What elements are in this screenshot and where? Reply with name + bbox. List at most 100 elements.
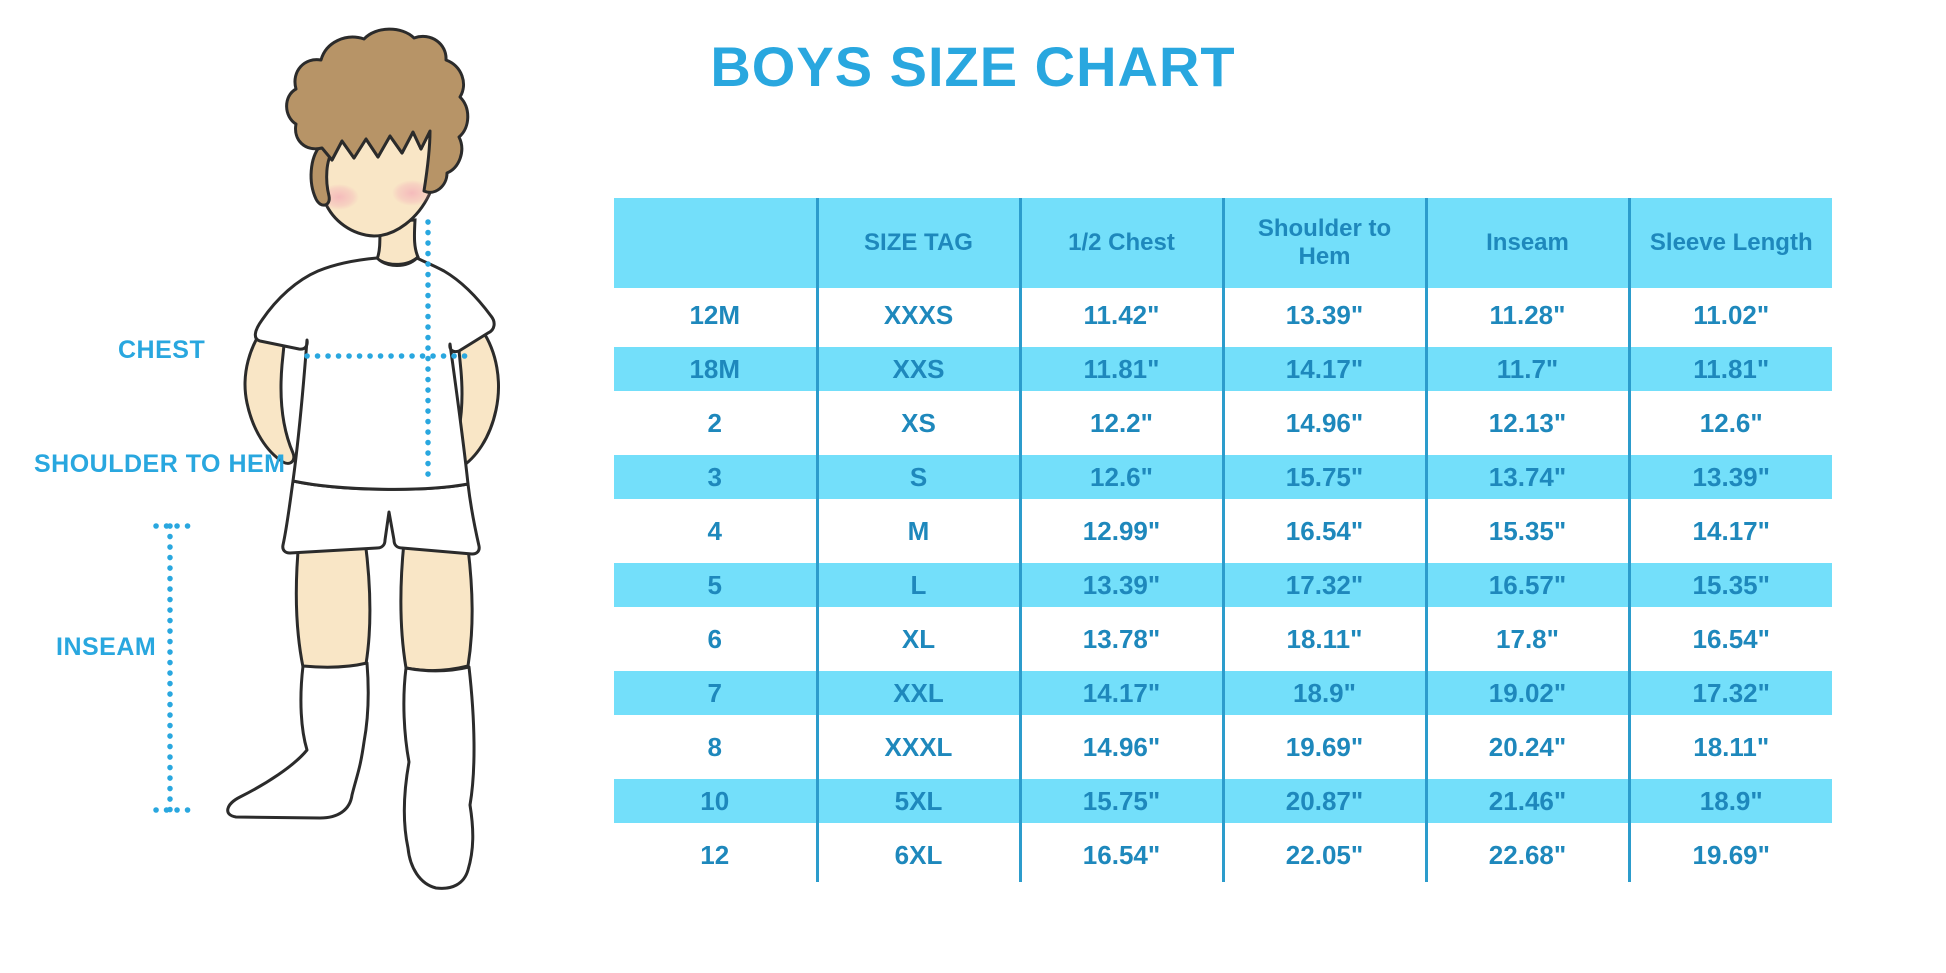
socks [226,661,476,890]
size-row: 12M XXXS 11.42" 13.39" 11.28" 11.02" [614,288,1832,342]
size-cell: 11.7" [1424,342,1629,396]
size-cell: 14.17" [1018,666,1223,720]
size-cell: 18.9" [1221,666,1426,720]
hair [285,27,470,207]
shorts [281,479,481,556]
size-cell: 12.2" [1018,396,1223,450]
size-cell: 3 [614,450,817,504]
size-cell: 22.68" [1424,828,1629,882]
size-cell: M [815,504,1020,558]
column-header: SIZE TAG [815,198,1020,288]
size-row: 5 L 13.39" 17.32" 16.57" 15.35" [614,558,1832,612]
size-cell: 11.42" [1018,288,1223,342]
size-row: 10 5XL 15.75" 20.87" 21.46" 18.9" [614,774,1832,828]
column-header [614,198,817,288]
size-cell: 7 [614,666,817,720]
column-header: Sleeve Length [1627,198,1832,288]
size-row: 3 S 12.6" 15.75" 13.74" 13.39" [614,450,1832,504]
size-cell: 13.74" [1424,450,1629,504]
measurement-guides [153,219,470,813]
size-cell: 17.32" [1221,558,1426,612]
size-cell: 12 [700,839,730,870]
size-cell: S [815,450,1020,504]
size-cell: 12M [689,299,741,330]
size-cell: 15.35" [1627,558,1832,612]
shoulder-to-hem-measurement-label: SHOULDER TO HEM [34,450,286,478]
size-cell: 8 [707,731,722,762]
size-cell: 5 [614,558,817,612]
size-cell: 15.75" [1221,450,1426,504]
size-cell: 11.81" [1627,342,1832,396]
size-cell: 12.6" [1018,450,1223,504]
size-cell: 10 [614,774,817,828]
size-row: 8 XXXL 14.96" 19.69" 20.24" 18.11" [614,720,1832,774]
size-cell: XXS [815,342,1020,396]
page-title: BOYS SIZE CHART [710,35,1236,98]
size-cell: 4 [707,515,722,546]
size-cell: 13.39" [1018,558,1223,612]
size-row: 2 XS 12.2" 14.96" 12.13" 12.6" [614,396,1832,450]
size-cell: 12.99" [1018,504,1223,558]
size-row: 6 XL 13.78" 18.11" 17.8" 16.54" [614,612,1832,666]
size-cell: 20.24" [1424,720,1629,774]
size-cell: XXXS [815,288,1020,342]
size-cell: 17.8" [1424,612,1629,666]
size-cell: 19.69" [1221,720,1426,774]
boy-figure-illustration [153,27,500,890]
size-cell: 14.17" [1221,342,1426,396]
size-cell: 16.57" [1424,558,1629,612]
column-header: Shoulder to Hem [1221,198,1426,288]
blush-right-cheek [392,180,432,206]
legs [294,538,474,672]
size-cell: 6XL [815,828,1020,882]
size-cell: 22.05" [1221,828,1426,882]
size-cell: XS [815,396,1020,450]
size-cell: 13.39" [1627,450,1832,504]
size-cell: 15.75" [1018,774,1223,828]
shirt [253,256,496,491]
size-chart-table: SIZE TAG 1/2 Chest Shoulder to Hem Inseam Sl… [614,198,1832,882]
size-cell: 11.02" [1627,288,1832,342]
size-cell: 18.11" [1221,612,1426,666]
size-row: 7 XXL 14.17" 18.9" 19.02" 17.32" [614,666,1832,720]
size-cell: XL [815,612,1020,666]
size-cell: 13.78" [1018,612,1223,666]
size-cell: 15.35" [1424,504,1629,558]
size-cell: 12.13" [1424,396,1629,450]
size-cell: XXL [815,666,1020,720]
size-row: 4 M 12.99" 16.54" 15.35" 14.17" [614,504,1832,558]
inseam-measurement-label: INSEAM [56,633,157,661]
size-cell: 18.9" [1627,774,1832,828]
size-cell: 11.28" [1424,288,1629,342]
size-cell: 20.87" [1221,774,1426,828]
size-cell: 6 [707,623,722,654]
size-cell: 17.32" [1627,666,1832,720]
table-header: SIZE TAG 1/2 Chest Shoulder to Hem Inseam Sl… [614,198,1832,288]
size-cell: 14.96" [1018,720,1223,774]
chest-measurement-label: CHEST [118,336,206,364]
size-cell: 16.54" [1627,612,1832,666]
table-body: 12M XXXS 11.42" 13.39" 11.28" 11.02" 18M XXS 11.… [614,288,1832,882]
size-cell: 19.69" [1627,828,1832,882]
size-cell: 11.81" [1018,342,1223,396]
size-cell: 16.54" [1221,504,1426,558]
size-cell: XXXL [815,720,1020,774]
size-cell: 16.54" [1018,828,1223,882]
column-header: Inseam [1424,198,1629,288]
size-cell: 5XL [815,774,1020,828]
size-row: 12 6XL 16.54" 22.05" 22.68" 19.69" [614,828,1832,882]
size-row: 18M XXS 11.81" 14.17" 11.7" 11.81" [614,342,1832,396]
size-cell: 2 [707,407,722,438]
column-header: 1/2 Chest [1018,198,1223,288]
size-cell: 18.11" [1627,720,1832,774]
size-cell: 18M [614,342,817,396]
size-cell: 21.46" [1424,774,1629,828]
size-cell: 19.02" [1424,666,1629,720]
size-cell: 12.6" [1627,396,1832,450]
size-cell: L [815,558,1020,612]
size-cell: 14.96" [1221,396,1426,450]
size-cell: 14.17" [1627,504,1832,558]
header-row: SIZE TAG 1/2 Chest Shoulder to Hem Inseam Sl… [614,198,1832,288]
size-cell: 13.39" [1221,288,1426,342]
